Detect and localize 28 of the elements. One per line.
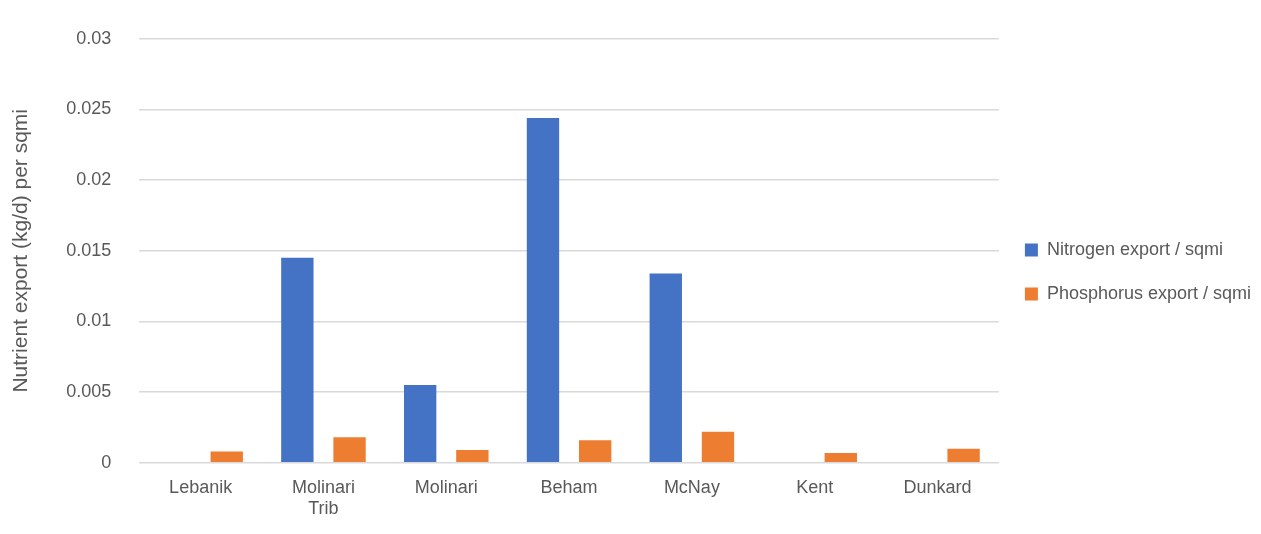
bar (333, 437, 366, 463)
bar (578, 440, 612, 463)
y-tick-label: 0 (101, 451, 112, 472)
x-tick-label: Dunkard (903, 476, 972, 497)
bar (281, 257, 314, 463)
bar (210, 451, 243, 463)
x-tick-label: Molinari (414, 476, 478, 497)
y-tick-label: 0.005 (66, 381, 112, 402)
bar (701, 431, 735, 463)
bar (526, 117, 560, 463)
x-tick-label: Beham (540, 476, 598, 497)
x-tick-label: Lebanik (169, 476, 234, 497)
y-tick-label: 0.02 (76, 169, 112, 190)
bar (824, 452, 857, 463)
bar (403, 385, 437, 463)
x-tick-label: Molinari Trib (291, 476, 355, 519)
y-tick-label: 0.03 (76, 27, 112, 48)
bar (649, 273, 682, 463)
y-tick-label: 0.01 (76, 310, 112, 331)
bar (947, 448, 980, 463)
y-axis-title: Nutrient export (kg/d) per sqmi (8, 109, 32, 393)
legend-label: Phosphorus export / sqmi (1046, 282, 1252, 303)
bar (456, 450, 489, 463)
y-tick-label: 0.025 (66, 98, 112, 119)
x-tick-label: Kent (796, 476, 834, 497)
y-tick-label: 0.015 (66, 239, 112, 260)
x-tick-label: McNay (663, 476, 720, 497)
legend-label: Nitrogen export / sqmi (1046, 238, 1223, 259)
